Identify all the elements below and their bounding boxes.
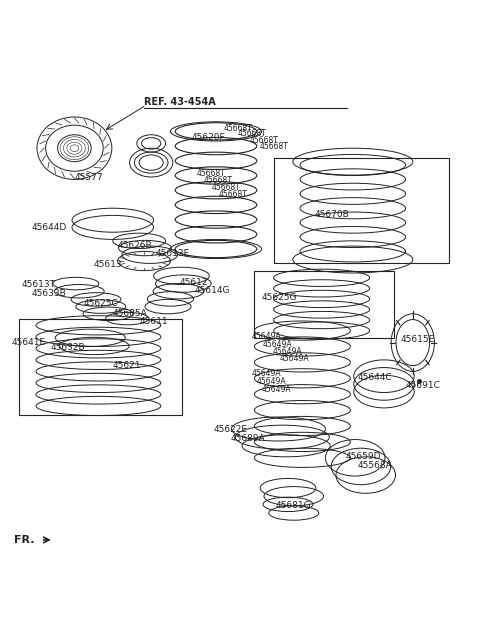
Text: 45670B: 45670B [314, 210, 349, 219]
Text: 45611: 45611 [139, 317, 168, 327]
Text: 45626B: 45626B [118, 241, 152, 250]
Text: 45615E: 45615E [401, 334, 435, 343]
Text: 45625C: 45625C [84, 299, 119, 308]
Text: 45668T: 45668T [250, 135, 278, 144]
Text: 45613E: 45613E [156, 249, 190, 258]
Text: 45649A: 45649A [273, 347, 302, 356]
Text: 45612: 45612 [180, 278, 208, 287]
Text: 45668T: 45668T [204, 176, 233, 185]
Text: 45649A: 45649A [252, 332, 282, 341]
Text: 45649A: 45649A [252, 369, 282, 378]
Text: 45577: 45577 [74, 173, 103, 182]
Text: 45568A: 45568A [358, 460, 392, 469]
Text: 45633B: 45633B [31, 289, 66, 298]
Text: REF. 43-454A: REF. 43-454A [144, 97, 216, 107]
Text: 45614G: 45614G [194, 286, 230, 295]
Text: 45649A: 45649A [257, 377, 287, 386]
Text: 45668T: 45668T [197, 169, 226, 178]
Text: 45641E: 45641E [12, 338, 46, 347]
Text: 45621: 45621 [113, 361, 141, 370]
Text: 45681G: 45681G [276, 501, 312, 510]
Text: 45649A: 45649A [263, 340, 293, 349]
Text: 45613T: 45613T [22, 279, 56, 288]
Text: 45620F: 45620F [192, 133, 226, 142]
Text: 45689A: 45689A [230, 434, 265, 443]
Text: 45691C: 45691C [406, 381, 441, 390]
Text: 45685A: 45685A [113, 309, 147, 318]
Text: REF. 43-454A: REF. 43-454A [144, 97, 216, 107]
Text: 45668T: 45668T [211, 183, 240, 192]
Text: 45632B: 45632B [50, 343, 85, 352]
Text: FR.: FR. [14, 535, 35, 545]
Text: 45625G: 45625G [262, 293, 297, 302]
Text: 45649A: 45649A [262, 385, 291, 394]
Text: 45668T: 45668T [238, 129, 266, 138]
Text: 45622E: 45622E [214, 424, 248, 433]
Text: 45668T: 45668T [218, 190, 247, 199]
Text: 45659D: 45659D [346, 452, 381, 461]
Text: 45613: 45613 [94, 260, 122, 269]
Text: 45668T: 45668T [259, 142, 288, 151]
Text: 45668T: 45668T [223, 123, 252, 132]
Text: 45644C: 45644C [358, 373, 392, 382]
Text: 45649A: 45649A [280, 354, 310, 363]
Text: 45644D: 45644D [31, 223, 66, 232]
